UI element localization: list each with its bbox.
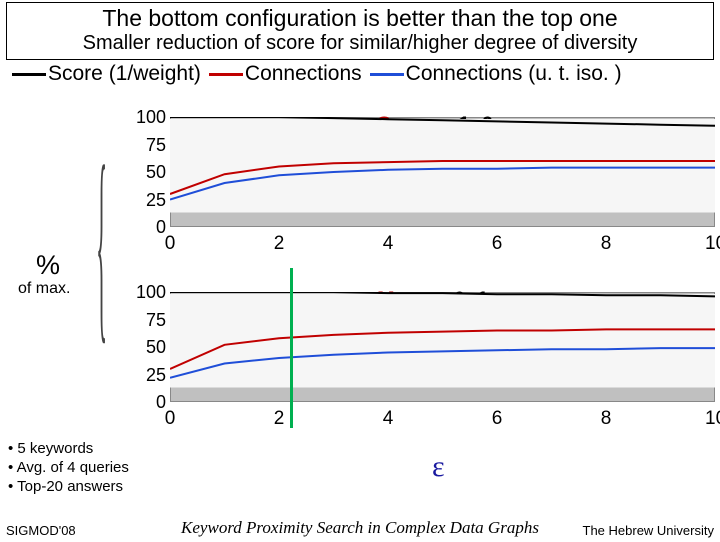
xtick-label: 0 <box>160 408 180 430</box>
ytick-label: 50 <box>126 162 166 183</box>
xaxis-label: ε <box>432 450 445 484</box>
legend-swatch <box>370 73 404 76</box>
xtick-label: 8 <box>596 408 616 430</box>
legend-label: Score (1/weight) <box>48 62 201 86</box>
ytick-label: 25 <box>126 365 166 386</box>
xtick-label: 4 <box>378 233 398 255</box>
legend-swatch <box>209 73 243 76</box>
legend-item: Connections (u. t. iso. ) <box>370 62 622 86</box>
brace-icon: { <box>96 120 107 367</box>
legend-label: Connections (u. t. iso. ) <box>406 62 622 86</box>
legend-item: Connections <box>209 62 362 86</box>
chart-svg <box>170 117 715 227</box>
title-sub: Smaller reduction of score for similar/h… <box>11 32 709 55</box>
title-main: The bottom configuration is better than … <box>11 5 709 32</box>
xtick-label: 0 <box>160 233 180 255</box>
ytick-label: 25 <box>126 190 166 211</box>
xtick-label: 10 <box>705 233 720 255</box>
legend-item: Score (1/weight) <box>12 62 201 86</box>
yaxis-ofmax: of max. <box>18 280 70 298</box>
marker-line <box>290 268 293 428</box>
ytick-label: 50 <box>126 337 166 358</box>
xtick-label: 4 <box>378 408 398 430</box>
xtick-label: 10 <box>705 408 720 430</box>
ytick-label: 100 <box>126 282 166 303</box>
xtick-label: 2 <box>269 233 289 255</box>
footer-right: The Hebrew University <box>583 523 715 538</box>
legend: Score (1/weight) Connections Connections… <box>0 60 720 86</box>
ytick-label: 75 <box>126 135 166 156</box>
legend-swatch <box>12 73 46 76</box>
bullet-item: Avg. of 4 queries <box>17 459 129 476</box>
chart-svg <box>170 292 715 402</box>
legend-label: Connections <box>245 62 362 86</box>
bullets: • 5 keywords • Avg. of 4 queries • Top-2… <box>8 440 129 496</box>
xtick-label: 6 <box>487 233 507 255</box>
xtick-label: 8 <box>596 233 616 255</box>
ytick-label: 75 <box>126 310 166 331</box>
bullet-item: Top-20 answers <box>17 478 123 495</box>
xtick-label: 2 <box>269 408 289 430</box>
xtick-label: 6 <box>487 408 507 430</box>
yaxis-pct: % <box>36 250 60 281</box>
ytick-label: 100 <box>126 107 166 128</box>
bullet-item: 5 keywords <box>17 440 93 457</box>
